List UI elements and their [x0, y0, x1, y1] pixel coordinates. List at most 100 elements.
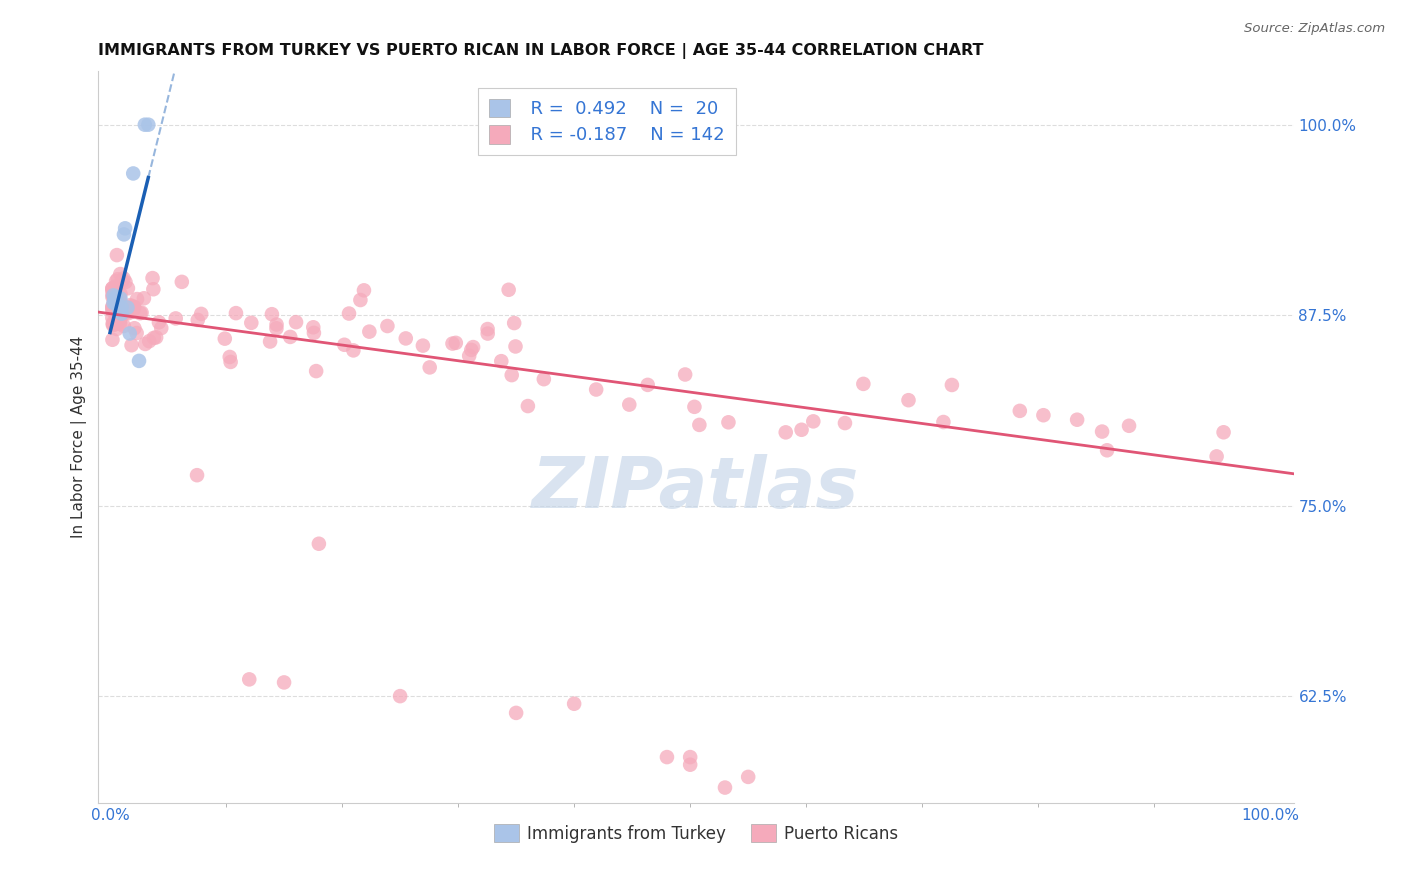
Point — [353, 283, 375, 297]
Point — [124, 321, 146, 335]
Point — [117, 281, 139, 295]
Point — [170, 275, 193, 289]
Point — [477, 322, 499, 336]
Point — [302, 320, 325, 334]
Point — [1205, 450, 1227, 464]
Point — [349, 293, 371, 307]
Point — [266, 318, 288, 332]
Point — [110, 267, 132, 281]
Point — [104, 292, 127, 306]
Point — [101, 333, 124, 347]
Point — [273, 675, 295, 690]
Point — [683, 400, 706, 414]
Point — [444, 335, 467, 350]
Point — [103, 318, 125, 332]
Point — [112, 271, 135, 285]
Point — [186, 468, 208, 483]
Point — [225, 306, 247, 320]
Point — [105, 322, 128, 336]
Point — [114, 302, 136, 317]
Point — [114, 275, 136, 289]
Point — [121, 305, 143, 319]
Point — [105, 248, 128, 262]
Point — [117, 306, 139, 320]
Point — [142, 271, 165, 285]
Point — [105, 287, 128, 301]
Point — [121, 304, 143, 318]
Point — [190, 307, 212, 321]
Point — [801, 414, 824, 428]
Point — [1066, 413, 1088, 427]
Point — [619, 398, 641, 412]
Point — [238, 673, 260, 687]
Point — [128, 354, 150, 368]
Point — [105, 293, 128, 307]
Point — [260, 307, 283, 321]
Point — [120, 298, 142, 312]
Point — [187, 313, 209, 327]
Point — [673, 368, 696, 382]
Point — [120, 299, 142, 313]
Point — [101, 281, 124, 295]
Point — [107, 296, 129, 310]
Point — [112, 318, 135, 333]
Point — [1095, 443, 1118, 458]
Point — [107, 297, 129, 311]
Point — [107, 272, 129, 286]
Point — [498, 283, 520, 297]
Point — [1008, 404, 1031, 418]
Point — [104, 303, 127, 318]
Point — [412, 338, 434, 352]
Point — [775, 425, 797, 440]
Point — [503, 316, 526, 330]
Point — [101, 290, 124, 304]
Point — [108, 311, 131, 326]
Point — [101, 301, 124, 315]
Point — [101, 317, 124, 331]
Point — [714, 780, 737, 795]
Point — [108, 303, 131, 318]
Point — [110, 292, 132, 306]
Point — [107, 310, 129, 325]
Point — [562, 697, 585, 711]
Point — [118, 326, 141, 341]
Text: IMMIGRANTS FROM TURKEY VS PUERTO RICAN IN LABOR FORCE | AGE 35-44 CORRELATION CH: IMMIGRANTS FROM TURKEY VS PUERTO RICAN I… — [98, 43, 984, 59]
Text: ZIPatlas: ZIPatlas — [533, 454, 859, 523]
Point — [477, 326, 499, 341]
Point — [107, 314, 129, 328]
Point — [136, 118, 159, 132]
Point — [333, 338, 356, 352]
Point — [218, 350, 240, 364]
Point — [103, 288, 125, 302]
Point — [505, 339, 527, 353]
Point — [103, 289, 125, 303]
Point — [737, 770, 759, 784]
Point — [461, 340, 484, 354]
Point — [101, 283, 124, 297]
Point — [104, 290, 127, 304]
Point — [122, 300, 145, 314]
Point — [101, 299, 124, 313]
Point — [655, 750, 678, 764]
Point — [219, 355, 242, 369]
Y-axis label: In Labor Force | Age 35-44: In Labor Force | Age 35-44 — [72, 336, 87, 538]
Point — [337, 307, 360, 321]
Point — [134, 337, 156, 351]
Point — [150, 321, 173, 335]
Point — [852, 376, 875, 391]
Point — [101, 286, 124, 301]
Point — [389, 689, 412, 703]
Point — [122, 301, 145, 315]
Point — [108, 291, 131, 305]
Point — [142, 282, 165, 296]
Point — [266, 321, 288, 335]
Point — [111, 301, 134, 315]
Point — [717, 415, 740, 429]
Point — [104, 279, 127, 293]
Point — [112, 307, 135, 321]
Point — [240, 316, 263, 330]
Point — [505, 706, 527, 720]
Point — [122, 166, 145, 180]
Point — [585, 383, 607, 397]
Point — [637, 377, 659, 392]
